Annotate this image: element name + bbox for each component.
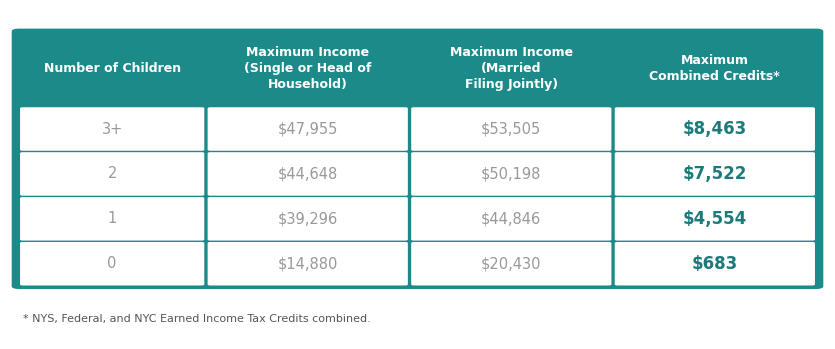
Text: Maximum
Combined Credits*: Maximum Combined Credits* [650,54,780,83]
FancyBboxPatch shape [615,197,815,240]
FancyBboxPatch shape [20,242,205,285]
FancyBboxPatch shape [208,152,407,196]
Text: $8,463: $8,463 [683,120,747,138]
Text: $53,505: $53,505 [481,121,541,136]
Text: $47,955: $47,955 [277,121,338,136]
FancyBboxPatch shape [208,242,407,285]
FancyBboxPatch shape [615,107,815,151]
FancyBboxPatch shape [411,242,611,285]
Text: 1: 1 [108,211,117,226]
Text: 0: 0 [108,256,117,271]
Text: Number of Children: Number of Children [43,62,180,75]
Text: $20,430: $20,430 [481,256,542,271]
Text: 3+: 3+ [102,121,123,136]
FancyBboxPatch shape [20,107,205,151]
Text: Maximum Income
(Married
Filing Jointly): Maximum Income (Married Filing Jointly) [450,46,573,91]
FancyBboxPatch shape [615,152,815,196]
Text: 2: 2 [108,166,117,181]
FancyBboxPatch shape [20,152,205,196]
Text: $44,648: $44,648 [277,166,338,181]
FancyBboxPatch shape [615,242,815,285]
Text: $683: $683 [691,255,738,273]
Text: $7,522: $7,522 [683,165,747,183]
Text: $39,296: $39,296 [277,211,338,226]
FancyBboxPatch shape [208,197,407,240]
Text: $14,880: $14,880 [277,256,338,271]
FancyBboxPatch shape [208,107,407,151]
Text: $44,846: $44,846 [481,211,541,226]
Text: Maximum Income
(Single or Head of
Household): Maximum Income (Single or Head of Househ… [244,46,372,91]
FancyBboxPatch shape [20,197,205,240]
Text: * NYS, Federal, and NYC Earned Income Tax Credits combined.: * NYS, Federal, and NYC Earned Income Ta… [23,314,370,324]
Text: $4,554: $4,554 [683,210,747,228]
FancyBboxPatch shape [411,197,611,240]
FancyBboxPatch shape [411,107,611,151]
Text: $50,198: $50,198 [481,166,541,181]
FancyBboxPatch shape [411,152,611,196]
FancyBboxPatch shape [12,29,823,289]
